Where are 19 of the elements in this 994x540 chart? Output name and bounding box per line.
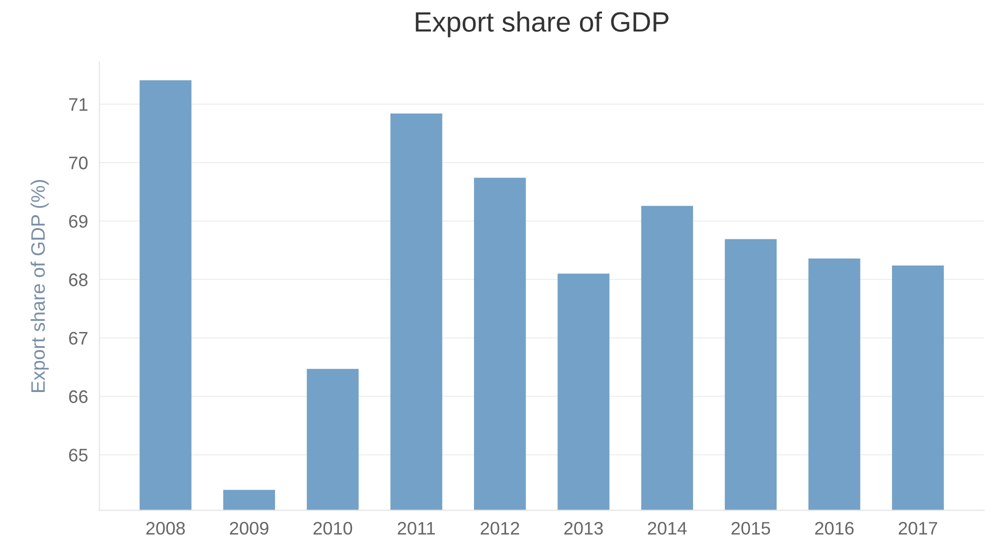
y-tick-label: 66 — [69, 390, 88, 404]
y-tick-label: 68 — [69, 273, 88, 286]
x-tick-label: 2009 — [230, 522, 268, 535]
y-tick-label: 71 — [69, 98, 88, 111]
x-tick-label: 2015 — [732, 522, 770, 535]
x-tick-label: 2016 — [815, 522, 854, 535]
y-axis-title: Export share of GDP (%) — [30, 180, 49, 392]
y-tick-label: 65 — [69, 448, 88, 462]
x-tick-label: 2011 — [398, 522, 435, 535]
x-tick-label: 2010 — [314, 522, 352, 535]
chart-title: Export share of GDP — [416, 11, 668, 38]
y-tick-label: 70 — [69, 156, 88, 170]
x-tick-label: 2014 — [648, 522, 687, 535]
x-tick-label: 2013 — [564, 522, 603, 535]
x-tick-label: 2008 — [146, 522, 185, 535]
x-tick-label: 2012 — [480, 522, 520, 535]
y-tick-label: 69 — [69, 214, 88, 228]
y-tick-label: 67 — [69, 332, 88, 345]
x-tick-label: 2017 — [898, 522, 938, 535]
